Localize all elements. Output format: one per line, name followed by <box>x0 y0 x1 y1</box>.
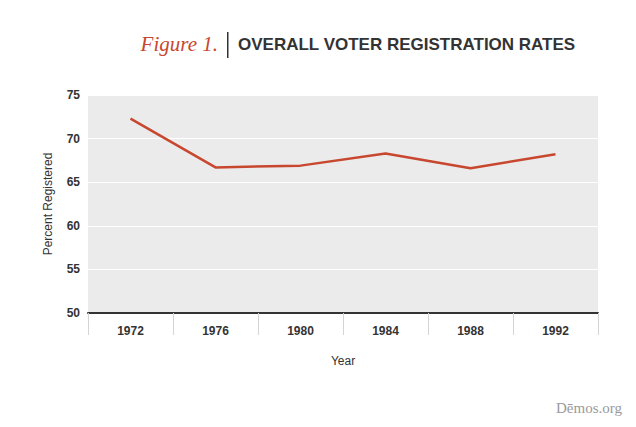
svg-text:Year: Year <box>331 354 355 368</box>
svg-text:Figure 1.: Figure 1. <box>140 32 218 56</box>
svg-text:70: 70 <box>67 132 81 146</box>
svg-text:65: 65 <box>67 175 81 189</box>
svg-text:1988: 1988 <box>457 324 484 338</box>
svg-text:1992: 1992 <box>542 324 569 338</box>
svg-text:1972: 1972 <box>117 324 144 338</box>
svg-text:60: 60 <box>67 219 81 233</box>
svg-text:1980: 1980 <box>287 324 314 338</box>
svg-text:Dēmos.org: Dēmos.org <box>556 400 622 416</box>
svg-text:75: 75 <box>67 88 81 102</box>
svg-text:55: 55 <box>67 262 81 276</box>
svg-text:OVERALL VOTER REGISTRATION RAT: OVERALL VOTER REGISTRATION RATES <box>238 35 575 54</box>
svg-text:1976: 1976 <box>202 324 229 338</box>
svg-text:1984: 1984 <box>372 324 399 338</box>
svg-text:Percent Registered: Percent Registered <box>41 153 55 256</box>
svg-text:50: 50 <box>67 306 81 320</box>
